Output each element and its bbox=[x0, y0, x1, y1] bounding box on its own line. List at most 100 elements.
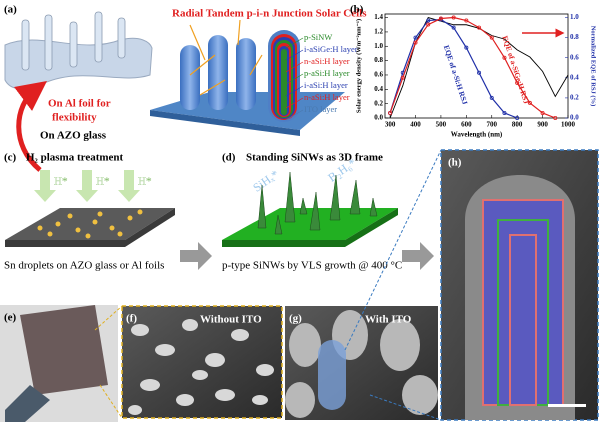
foil-note: On Al foil for bbox=[48, 98, 111, 110]
annotation: EQE of a-SiGe:H RSJ bbox=[500, 35, 531, 106]
series-marker bbox=[426, 18, 431, 23]
leader-line bbox=[285, 61, 304, 73]
series-marker bbox=[502, 55, 507, 60]
light-rays bbox=[189, 19, 263, 96]
step-arrow bbox=[402, 242, 434, 270]
y2-tick-label: 0.8 bbox=[570, 33, 579, 41]
series-marker bbox=[413, 35, 418, 40]
panel-label: (h) bbox=[448, 157, 462, 169]
series-marker bbox=[426, 22, 431, 27]
y2-tick-label: 0.4 bbox=[570, 73, 579, 81]
series-marker bbox=[515, 80, 520, 85]
y-tick-label: 0.8 bbox=[374, 56, 383, 64]
substrate-edge bbox=[5, 208, 175, 247]
radical: H* bbox=[54, 176, 67, 188]
series-marker bbox=[489, 95, 494, 100]
x-tick-label: 600 bbox=[461, 121, 472, 129]
radical: H* bbox=[96, 176, 109, 188]
highlight-wire bbox=[318, 340, 346, 410]
panel-label: (a) bbox=[4, 4, 17, 16]
x-axis-label: Wavelength (nm) bbox=[451, 131, 503, 139]
radical: SiHₓ* bbox=[250, 167, 281, 195]
x-tick-label: 500 bbox=[436, 121, 447, 129]
sample-foil bbox=[20, 305, 108, 395]
sn-droplets bbox=[37, 209, 143, 239]
y2-tick-label: 0.6 bbox=[570, 53, 579, 61]
panel-label: (f) bbox=[126, 313, 137, 325]
series-line bbox=[389, 16, 556, 119]
nanowire-tops bbox=[128, 319, 274, 415]
series-marker bbox=[527, 100, 532, 105]
leader-line bbox=[285, 49, 304, 61]
series-marker bbox=[553, 116, 558, 121]
series-marker bbox=[451, 25, 456, 30]
series-marker bbox=[451, 15, 456, 20]
coated-wires bbox=[285, 310, 438, 418]
x-tick-label: 1000 bbox=[561, 121, 576, 129]
x-tick-label: 400 bbox=[410, 121, 421, 129]
series-marker bbox=[388, 110, 393, 115]
zoom-line bbox=[94, 305, 123, 419]
y-tick-label: 1.4 bbox=[374, 13, 383, 21]
layer-label: n-aSi:H layer bbox=[304, 56, 350, 66]
layer-label: n-aSi:H layer bbox=[304, 92, 350, 102]
spectrum-chart: 300 400 500 600 700 800 900 10000.00.20.40.60.8… bbox=[355, 13, 596, 138]
plot-frame bbox=[384, 13, 569, 119]
series-marker bbox=[489, 35, 494, 40]
panel-note: Without ITO bbox=[200, 314, 262, 326]
panel-note: With ITO bbox=[365, 314, 412, 326]
leader-line bbox=[285, 109, 304, 121]
x-tick-label: 900 bbox=[537, 121, 548, 129]
panel-label: (e) bbox=[4, 312, 17, 324]
step-arrow bbox=[180, 242, 212, 270]
series-marker bbox=[464, 45, 469, 50]
layer-label: p-SiNW bbox=[304, 32, 332, 42]
y2-axis-label: Normalized EQE of RSJ (%) bbox=[590, 26, 597, 107]
core-shell-wire bbox=[268, 30, 300, 122]
x-tick-label: 800 bbox=[512, 121, 523, 129]
leader-line bbox=[285, 85, 304, 97]
shell-overlay bbox=[509, 234, 537, 406]
y-tick-label: 1.0 bbox=[374, 42, 383, 50]
substrate-edge bbox=[150, 110, 300, 136]
flex-arrow bbox=[13, 80, 47, 172]
layer-label: i-aSiGe:H layer bbox=[304, 44, 358, 54]
panel-title: Radial Tandem p-i-n Junction Solar Cells bbox=[172, 8, 367, 20]
plasma-arrows bbox=[34, 170, 140, 202]
annotation: EQE of a-Si:H RSJ bbox=[442, 44, 470, 106]
panel-label: (g) bbox=[289, 313, 302, 325]
series-marker bbox=[477, 70, 482, 75]
y-tick-label: 0.2 bbox=[374, 99, 383, 107]
caption: p-type SiNWs by VLS growth @ 400 °C bbox=[222, 260, 402, 272]
substrate bbox=[5, 208, 175, 240]
leader-line bbox=[285, 37, 304, 49]
x-tick-label: 700 bbox=[487, 121, 498, 129]
y-tick-label: 0.0 bbox=[374, 114, 383, 122]
series-marker bbox=[502, 110, 507, 115]
series-marker bbox=[400, 75, 405, 80]
y2-tick-label: 0.2 bbox=[570, 94, 579, 102]
zoom-line bbox=[344, 149, 442, 421]
y-tick-label: 0.6 bbox=[374, 71, 383, 79]
layer-label: p-aSi:H layer bbox=[304, 68, 350, 78]
panel-label: (b) bbox=[350, 4, 364, 16]
series-line bbox=[389, 17, 569, 119]
layer-label: i-aSi:H layer bbox=[304, 80, 348, 90]
glass-note: On AZO glass bbox=[40, 130, 107, 142]
series-marker bbox=[438, 16, 443, 21]
series-marker bbox=[413, 40, 418, 45]
y-tick-label: 1.2 bbox=[374, 28, 383, 36]
foil-nanowires bbox=[21, 11, 126, 71]
y2-tick-label: 0.0 bbox=[570, 114, 579, 122]
pillars bbox=[180, 35, 256, 110]
panel-title: H₂ plasma treatment bbox=[26, 152, 124, 164]
caption: Sn droplets on AZO glass or Al foils bbox=[4, 260, 164, 272]
series-line bbox=[389, 18, 518, 119]
leader-line bbox=[285, 97, 304, 109]
substrate bbox=[222, 208, 398, 240]
foil-note: flexibility bbox=[52, 112, 97, 124]
series-marker bbox=[515, 116, 520, 121]
scale-bar bbox=[548, 404, 586, 407]
series-marker bbox=[464, 18, 469, 23]
